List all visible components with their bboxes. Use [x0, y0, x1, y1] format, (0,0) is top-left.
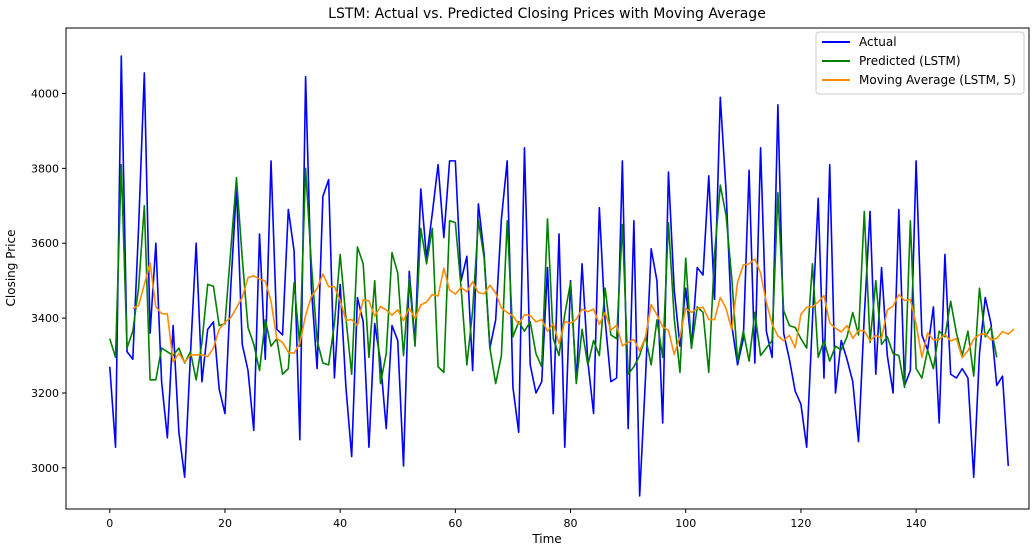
- x-tick-label: 120: [790, 517, 811, 530]
- x-tick-label: 60: [448, 517, 462, 530]
- series-line-2: [132, 258, 1015, 364]
- x-tick-label: 40: [333, 517, 347, 530]
- y-tick-label: 3000: [31, 462, 59, 475]
- x-tick-label: 140: [906, 517, 927, 530]
- y-tick-label: 3400: [31, 312, 59, 325]
- x-tick-label: 20: [218, 517, 232, 530]
- plot-area: [108, 55, 1015, 497]
- legend-label-1: Predicted (LSTM): [859, 54, 961, 68]
- y-tick-label: 4000: [31, 88, 59, 101]
- x-axis: 0 20 40 60 80 100 120 140: [106, 509, 927, 530]
- legend-box: [815, 31, 1025, 95]
- legend: Actual Predicted (LSTM) Moving Average (LS…: [815, 31, 1025, 95]
- x-tick-label: 80: [564, 517, 578, 530]
- x-tick-label: 100: [675, 517, 696, 530]
- legend-label-2: Moving Average (LSTM, 5): [859, 73, 1016, 87]
- series-line-0: [108, 55, 1010, 497]
- x-tick-label: 0: [106, 517, 113, 530]
- x-axis-label: Time: [531, 532, 561, 546]
- y-axis-label: Closing Price: [4, 230, 18, 307]
- plot-frame: [65, 27, 1030, 510]
- y-tick-label: 3200: [31, 387, 59, 400]
- y-tick-label: 3600: [31, 237, 59, 250]
- y-axis: 3000 3200 3400 3600 3800 4000: [31, 88, 66, 475]
- chart-title: LSTM: Actual vs. Predicted Closing Price…: [328, 6, 766, 22]
- y-tick-label: 3800: [31, 162, 59, 175]
- legend-label-0: Actual: [859, 35, 897, 49]
- series-line-1: [109, 163, 998, 389]
